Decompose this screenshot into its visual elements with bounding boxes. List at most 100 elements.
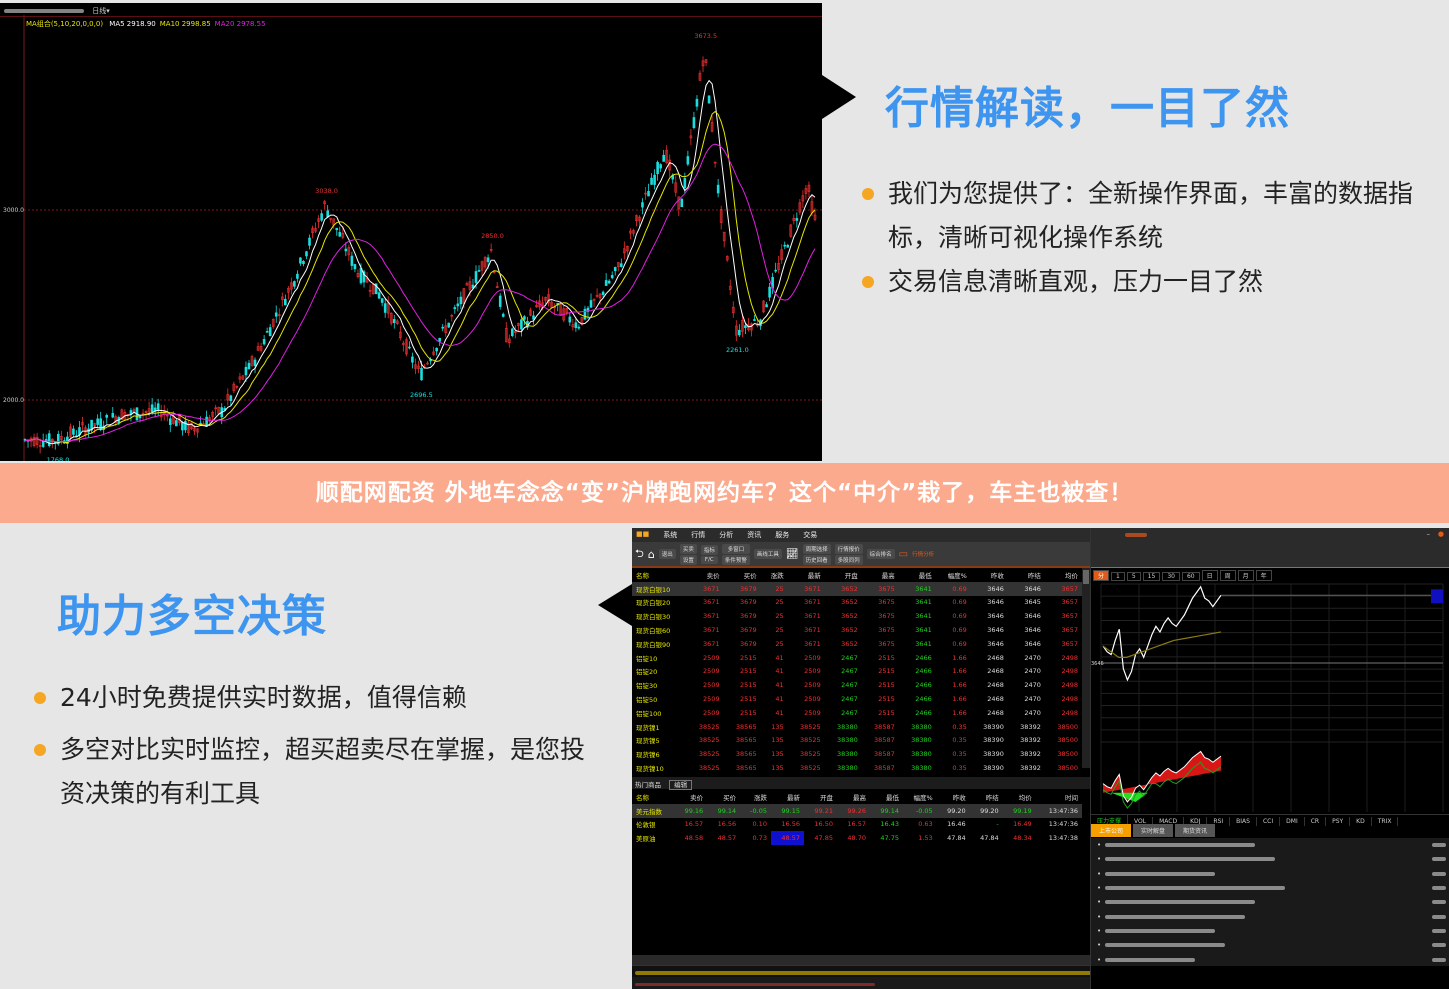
news-item[interactable]: • (1091, 867, 1449, 881)
indicator-tab-9[interactable]: PSY (1326, 817, 1351, 826)
table-row[interactable]: 美元指数 99.16 99.14 -0.05 99.15 99.21 99.26 99.14 -… (632, 803, 1082, 818)
menu-item[interactable]: 服务 (775, 531, 790, 539)
menu-item[interactable]: 资讯 (747, 531, 762, 539)
toolbar-button-exit[interactable]: 退出 (658, 549, 676, 559)
news-tab[interactable]: 实时解盘 (1133, 824, 1174, 837)
tab-hot-goods[interactable]: 热门商品 (635, 781, 661, 789)
column-header[interactable]: 最新 (807, 571, 821, 580)
table-row[interactable]: 铝锭50 2509 2515 41 2509 2467 2515 2466 1.66 2468 24… (632, 692, 1082, 706)
column-header[interactable]: 幅度% (947, 571, 967, 580)
column-header[interactable]: 开盘 (819, 793, 833, 802)
indicator-tab-1[interactable]: VOL (1128, 817, 1154, 826)
news-tab[interactable]: 上市公司 (1091, 824, 1132, 837)
column-header[interactable]: 均价 (1065, 571, 1078, 580)
table-row[interactable]: 铝锭30 2509 2515 41 2509 2467 2515 2466 1.66 2468 24… (632, 678, 1082, 692)
column-header[interactable]: 昨收 (952, 793, 966, 802)
news-item[interactable]: • (1091, 838, 1449, 852)
toolbar-button-history-review[interactable]: 历史回看 (802, 554, 831, 565)
toolbar-button-analysis[interactable]: 行情分析 (912, 552, 935, 558)
period-tab[interactable]: 30 (1162, 572, 1180, 581)
period-tab[interactable]: 日 (1201, 570, 1218, 581)
table-row[interactable]: 铝锭10 2509 2515 41 2509 2467 2515 2466 1.66 2468 24… (632, 651, 1082, 665)
column-header[interactable]: 涨跌 (770, 571, 784, 580)
news-item[interactable]: • (1091, 938, 1449, 952)
column-header[interactable]: 卖价 (690, 793, 704, 802)
toolbar-button-multi-stock[interactable]: 多股同列 (834, 554, 863, 565)
table-row[interactable]: 现货白银30 3671 3679 25 3671 3652 3675 3641 0.69 3646… (632, 609, 1082, 623)
toolbar-button-quotes[interactable]: 行情报价 (834, 543, 863, 554)
column-header[interactable]: 昨收 (990, 571, 1004, 580)
scrollbar[interactable] (1082, 568, 1090, 768)
news-tab[interactable]: 期货资讯 (1175, 824, 1216, 837)
news-item[interactable]: • (1091, 881, 1449, 895)
toolbar-button-drawing-tools[interactable]: 画线工具 (753, 549, 782, 559)
table-row[interactable]: 现货白银90 3671 3679 25 3671 3652 3675 3641 0.69 3646… (632, 637, 1082, 651)
news-item[interactable]: • (1091, 852, 1449, 866)
table-row[interactable]: 现货镍1 38525 38565 135 38525 38380 38587 38380 0.3… (632, 720, 1082, 734)
table-row[interactable]: 铝锭20 2509 2515 41 2509 2467 2515 2466 1.66 2468 24… (632, 665, 1082, 679)
indicator-tab-5[interactable]: BIAS (1230, 817, 1257, 826)
toolbar-button-fc[interactable]: F/C (700, 555, 718, 564)
toolbar-button-indicator[interactable]: 指标 (700, 544, 718, 555)
period-tab[interactable]: 15 (1142, 572, 1161, 581)
news-item[interactable]: • (1091, 909, 1449, 923)
table-row[interactable]: 现货镍6 38525 38565 135 38525 38380 38587 38380 0.3… (632, 747, 1082, 761)
news-item[interactable]: • (1091, 895, 1449, 909)
indicator-tab-3[interactable]: KDJ (1184, 817, 1208, 826)
indicator-tab-11[interactable]: TRIX (1372, 817, 1399, 826)
indicator-tab-6[interactable]: CCI (1257, 817, 1281, 826)
column-header[interactable]: 时间 (1065, 793, 1078, 802)
minimize-icon[interactable]: – (1426, 530, 1431, 538)
column-header[interactable]: 卖价 (706, 571, 720, 580)
period-tab[interactable]: 月 (1237, 570, 1254, 581)
chart-icon[interactable]: 📈︎ (785, 548, 799, 560)
period-tab[interactable]: 周 (1219, 570, 1236, 581)
period-tab[interactable]: 60 (1181, 572, 1200, 581)
close-icon[interactable]: ● (1437, 530, 1444, 538)
column-header[interactable]: 最高 (852, 793, 866, 802)
column-header[interactable]: 幅度% (913, 793, 933, 802)
headline-banner[interactable]: 顺配网配资 外地车念念“变”沪牌跑网约车？这个“中介”栽了，车主也被查！ (0, 463, 1449, 523)
menu-item[interactable]: 分析 (719, 531, 734, 539)
column-header[interactable]: 最低 (885, 793, 899, 802)
ma-combo-label[interactable]: MA组合(5,10,20,0,0,0) (26, 20, 104, 28)
scrollbar-thumb[interactable] (1083, 570, 1089, 584)
indicator-tab-7[interactable]: DMI (1280, 817, 1305, 826)
monitor-icon[interactable]: ▭ (898, 548, 909, 560)
column-header[interactable]: 昨结 (985, 793, 999, 802)
home-icon[interactable]: ⌂ (647, 547, 655, 561)
menu-item[interactable]: 系统 (663, 531, 678, 539)
period-tab[interactable]: 5 (1126, 572, 1141, 581)
period-tab[interactable]: 年 (1255, 570, 1272, 581)
column-header[interactable]: 昨结 (1027, 571, 1041, 580)
column-header[interactable]: 买价 (743, 571, 757, 580)
news-item[interactable]: • (1091, 924, 1449, 938)
column-header[interactable]: 最低 (918, 571, 932, 580)
back-icon[interactable]: ⮌ (635, 546, 644, 560)
column-header[interactable]: 买价 (723, 793, 737, 802)
indicator-tab-2[interactable]: MACD (1153, 817, 1185, 826)
indicator-tab-4[interactable]: RSI (1207, 817, 1231, 826)
column-header[interactable]: 均价 (1018, 793, 1032, 802)
column-header[interactable]: 最高 (881, 571, 895, 580)
toolbar-button-trade[interactable]: 买卖 (679, 543, 697, 554)
table-row[interactable]: 现货镍5 38525 38565 135 38525 38380 38587 38380 0.3… (632, 734, 1082, 748)
toolbar-button-period-select[interactable]: 周期选择 (802, 543, 831, 554)
column-header[interactable]: 涨跌 (753, 793, 767, 802)
period-tab[interactable]: 1 (1111, 572, 1125, 581)
toolbar-button-settings[interactable]: 设置 (679, 554, 697, 565)
menu-item[interactable]: 行情 (691, 531, 706, 539)
period-select[interactable]: 日线 (92, 7, 107, 15)
bottom-sheet-tabs[interactable] (632, 955, 1090, 965)
indicator-tab-0[interactable]: 压力支撑 (1091, 815, 1129, 826)
column-header[interactable]: 最新 (786, 793, 800, 802)
menu-item[interactable]: 交易 (803, 531, 818, 539)
table-row[interactable]: 美原油 48.58 48.57 0.73 48.57 47.85 48.70 47.75 1.5… (632, 831, 1082, 846)
table-row[interactable]: 现货白银60 3671 3679 25 3671 3652 3675 3641 0.69 3646… (632, 623, 1082, 637)
indicator-tab-10[interactable]: KD (1350, 817, 1372, 826)
table-row[interactable]: 现货白银10 3671 3679 25 3671 3652 3675 3641 0.69 3646… (632, 581, 1082, 596)
indicator-tab-8[interactable]: CR (1305, 817, 1327, 826)
toolbar-button-multi-window[interactable]: 多窗口 (721, 543, 750, 554)
column-header[interactable]: 开盘 (844, 571, 858, 580)
period-tab[interactable]: 分 (1093, 570, 1110, 581)
